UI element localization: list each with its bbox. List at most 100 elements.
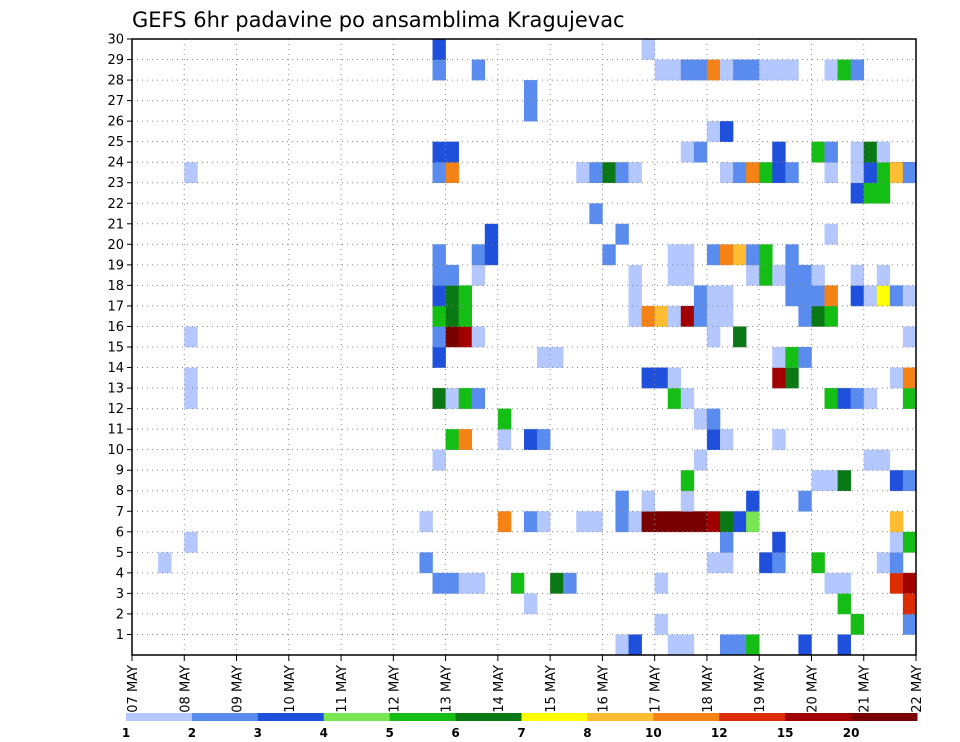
precip-cell	[772, 162, 786, 184]
precip-cell	[759, 59, 773, 81]
precip-cell	[850, 141, 865, 163]
precip-cell	[445, 388, 459, 409]
precip-cell	[563, 572, 577, 594]
precip-cell	[720, 162, 734, 184]
precip-cell	[772, 429, 786, 450]
precip-cell	[746, 59, 760, 81]
precip-cell	[902, 285, 917, 307]
colorbar-swatch	[587, 713, 654, 721]
precip-cell	[471, 388, 486, 409]
precip-cell	[720, 511, 734, 533]
precip-cell	[602, 162, 616, 184]
colorbar-swatch	[126, 713, 193, 721]
precip-cell	[720, 244, 734, 266]
y-tick-label: 5	[116, 546, 124, 561]
colorbar-label: 10	[645, 726, 662, 740]
precip-cell	[785, 244, 799, 266]
precip-cell	[863, 182, 878, 204]
precip-cell	[510, 572, 525, 594]
precip-cell	[876, 285, 891, 307]
precip-cell	[432, 326, 446, 348]
precip-cell	[628, 264, 642, 286]
precip-cell	[850, 613, 865, 635]
precip-cell	[863, 388, 878, 409]
precip-cell	[889, 511, 904, 533]
precip-cell	[902, 388, 917, 409]
colorbar-swatch	[719, 713, 786, 721]
precip-cell	[628, 634, 642, 656]
precip-cell	[680, 141, 695, 163]
precip-cell	[667, 388, 682, 409]
chart-title: GEFS 6hr padavine po ansamblima Kragujev…	[132, 8, 625, 32]
precip-cell	[641, 490, 655, 512]
precip-cell	[850, 182, 865, 204]
precip-cell	[497, 429, 512, 450]
precip-cell	[158, 552, 172, 574]
x-tick-label: 12 MAY	[387, 665, 402, 713]
precip-cell	[693, 141, 708, 163]
colorbar-swatch	[785, 713, 852, 721]
precip-cell	[772, 367, 786, 389]
precip-cell	[824, 470, 838, 492]
precip-cell	[497, 408, 512, 430]
precip-cell	[850, 388, 865, 409]
y-tick-label: 14	[107, 361, 124, 376]
colorbar-swatch	[653, 713, 720, 721]
precip-cell	[706, 244, 721, 266]
precip-cell	[733, 511, 747, 533]
precip-cell	[720, 531, 734, 553]
precip-cell	[759, 162, 773, 184]
precip-cell	[876, 264, 891, 286]
precip-cell	[628, 511, 642, 533]
precip-cell	[733, 162, 747, 184]
precip-cell	[693, 285, 708, 307]
precip-cell	[184, 326, 198, 348]
precip-cell	[615, 490, 629, 512]
precip-cell	[615, 511, 629, 533]
precip-cell	[850, 285, 865, 307]
precip-cell	[432, 244, 446, 266]
colorbar-label: 5	[385, 726, 393, 740]
precip-cell	[432, 59, 446, 81]
x-tick-label: 14 MAY	[492, 665, 507, 713]
precip-cell	[445, 141, 459, 163]
precip-cell	[445, 429, 459, 450]
precip-cell	[628, 305, 642, 327]
precip-cell	[850, 162, 865, 184]
precip-cell	[654, 613, 669, 635]
colorbar-swatch	[851, 713, 918, 721]
y-tick-label: 20	[107, 238, 124, 253]
precip-cell	[863, 141, 878, 163]
precip-cell	[863, 449, 878, 471]
precip-cell	[654, 572, 669, 594]
precip-cell	[889, 367, 904, 389]
precip-cell	[837, 388, 851, 409]
colorbar-label: 15	[777, 726, 794, 740]
precip-cell	[432, 162, 446, 184]
x-tick-label: 15 MAY	[544, 665, 559, 713]
precip-cell	[471, 264, 486, 286]
precip-cell	[693, 511, 708, 533]
precip-cell	[524, 80, 538, 101]
precip-cell	[811, 470, 825, 492]
precip-cell	[667, 59, 682, 81]
precip-cell	[576, 511, 590, 533]
precip-cell	[785, 264, 799, 286]
precip-cell	[876, 182, 891, 204]
precip-cell	[693, 408, 708, 430]
colorbar-label: 12	[711, 726, 728, 740]
precip-cell	[772, 141, 786, 163]
x-tick-label: 21 MAY	[858, 665, 873, 713]
precip-cell	[733, 59, 747, 81]
y-tick-label: 18	[107, 279, 124, 294]
precip-cell	[889, 552, 904, 574]
precip-cell	[615, 634, 629, 656]
precip-cell	[889, 470, 904, 492]
precip-cell	[798, 305, 812, 327]
precip-cell	[863, 162, 878, 184]
precip-cell	[706, 285, 721, 307]
precip-cell	[772, 59, 786, 81]
x-tick-label: 16 MAY	[596, 665, 611, 713]
precip-cell	[471, 572, 486, 594]
precip-cell	[798, 347, 812, 368]
